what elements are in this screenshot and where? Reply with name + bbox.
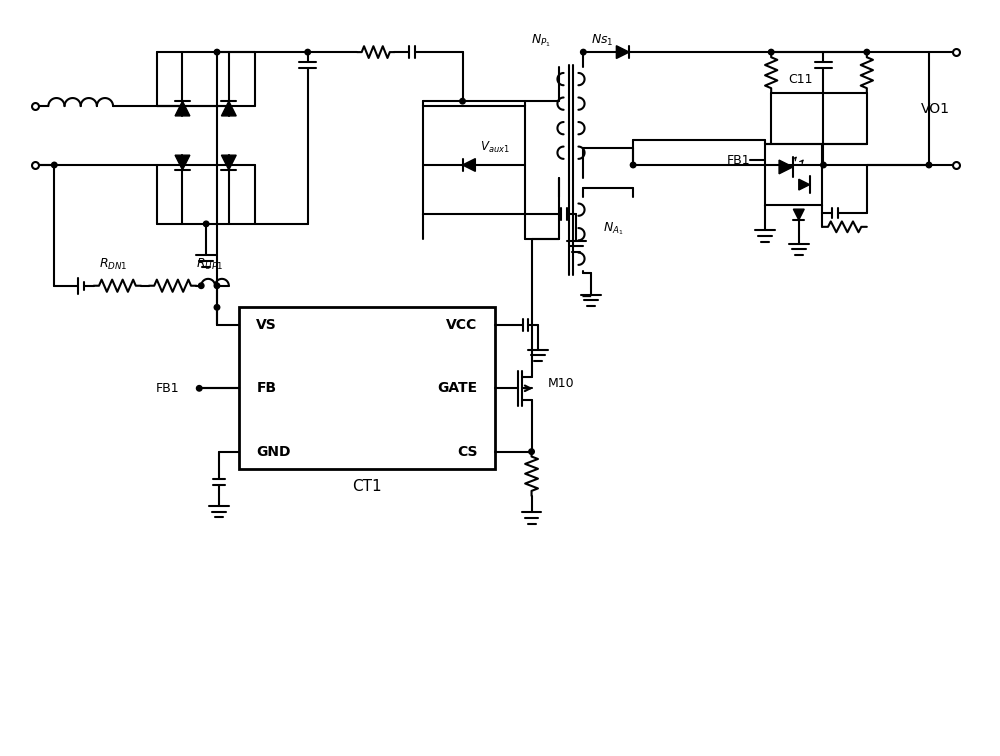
Polygon shape	[221, 155, 236, 170]
Text: VCC: VCC	[446, 318, 477, 332]
Text: GATE: GATE	[437, 381, 477, 395]
Circle shape	[581, 49, 586, 55]
Text: FB1: FB1	[156, 382, 180, 395]
Text: GND: GND	[256, 445, 291, 459]
Text: $V_{aux1}$: $V_{aux1}$	[480, 140, 510, 155]
Circle shape	[864, 49, 870, 55]
Circle shape	[305, 49, 310, 55]
Circle shape	[630, 163, 636, 168]
Circle shape	[214, 49, 220, 55]
Bar	[239, 308, 495, 469]
Circle shape	[196, 386, 202, 391]
Polygon shape	[175, 101, 190, 116]
Circle shape	[198, 283, 204, 289]
Text: FB1: FB1	[727, 153, 750, 166]
Text: $R_{UP1}$: $R_{UP1}$	[196, 256, 223, 271]
Text: CT1: CT1	[352, 479, 382, 494]
Polygon shape	[793, 209, 804, 220]
Circle shape	[214, 305, 220, 310]
Text: $-$: $-$	[580, 289, 592, 302]
Circle shape	[768, 49, 774, 55]
Text: $N_{A_1}$: $N_{A_1}$	[603, 221, 623, 237]
Polygon shape	[175, 155, 190, 170]
Circle shape	[529, 449, 534, 454]
Polygon shape	[221, 101, 236, 116]
Circle shape	[203, 222, 209, 227]
Circle shape	[926, 163, 932, 168]
Text: C11: C11	[789, 73, 813, 86]
Text: $N_{P_1}$: $N_{P_1}$	[531, 32, 551, 48]
Polygon shape	[616, 45, 629, 58]
Text: CS: CS	[457, 445, 477, 459]
Text: $R_{DN1}$: $R_{DN1}$	[99, 256, 128, 271]
Circle shape	[460, 98, 465, 104]
Text: VS: VS	[256, 318, 277, 332]
Polygon shape	[799, 179, 810, 190]
Bar	[765, 144, 822, 205]
Bar	[423, 106, 525, 214]
Circle shape	[821, 163, 826, 168]
Polygon shape	[779, 160, 793, 174]
Polygon shape	[463, 159, 475, 172]
Text: M10: M10	[547, 377, 574, 390]
Text: FB: FB	[256, 381, 277, 395]
Circle shape	[214, 283, 220, 289]
Text: $Ns_1$: $Ns_1$	[591, 33, 614, 48]
Circle shape	[52, 163, 57, 168]
Text: VO1: VO1	[921, 102, 950, 116]
